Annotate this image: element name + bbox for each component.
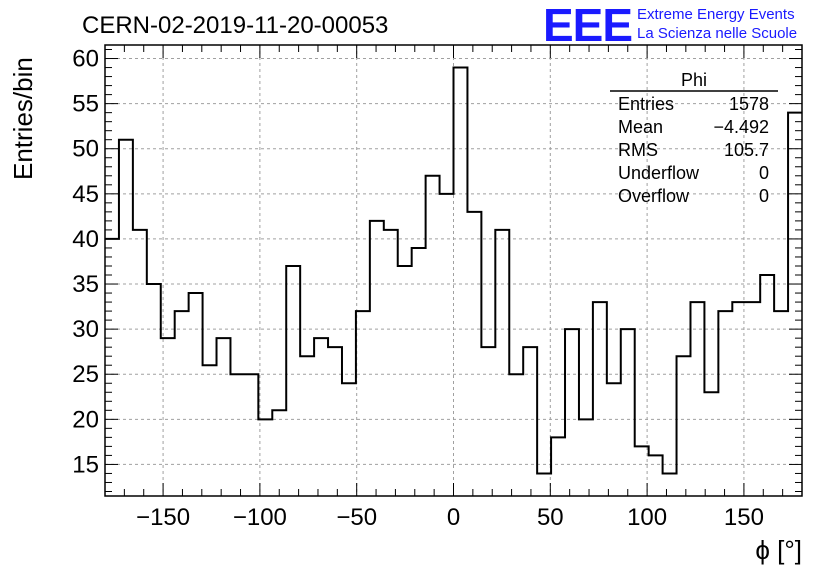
stats-row-value: 0 <box>759 163 769 183</box>
stats-row-label: Overflow <box>618 186 690 206</box>
stats-row-value: −4.492 <box>713 117 769 137</box>
stats-name: Phi <box>681 70 707 90</box>
stats-row-value: 105.7 <box>724 140 769 160</box>
x-tick-label: 100 <box>627 504 667 531</box>
stats-rows: Entries 1578 Mean −4.492 RMS 105.7 Underflow 0 O… <box>618 94 769 206</box>
stats-row-label: Mean <box>618 117 663 137</box>
y-axis-label: Entries/bin <box>8 57 38 180</box>
x-tick-label: 0 <box>447 504 460 531</box>
eee-logo: EEE Extreme Energy Events La Scienza nel… <box>543 0 833 51</box>
x-tick-label: 50 <box>537 504 564 531</box>
stats-row-label: Underflow <box>618 163 700 183</box>
x-tick-label: 150 <box>724 504 764 531</box>
stats-row-label: RMS <box>618 140 658 160</box>
eee-logo-letters: EEE <box>543 0 633 51</box>
y-tick-label: 35 <box>72 271 99 298</box>
histogram-step-line <box>105 66 802 475</box>
stats-box: Phi Entries 1578 Mean −4.492 RMS 105.7 Underfl… <box>610 70 778 206</box>
stats-row-label: Entries <box>618 94 674 114</box>
chart-title: CERN-02-2019-11-20-00053 <box>82 12 388 39</box>
x-tick-labels: −150 −100 −50 0 50 100 150 <box>136 504 764 531</box>
x-tick-label: −150 <box>136 504 190 531</box>
stats-row-value: 1578 <box>729 94 769 114</box>
eee-logo-caption: Extreme Energy Events La Scienza nelle S… <box>637 5 797 43</box>
y-tick-label: 55 <box>72 91 99 118</box>
y-tick-label: 60 <box>72 46 99 73</box>
logo-line-2: La Scienza nelle Scuole <box>637 25 798 42</box>
x-tick-label: −100 <box>233 504 287 531</box>
y-tick-label: 20 <box>72 406 99 433</box>
y-tick-labels: 15 20 25 30 35 40 45 50 55 60 <box>72 46 99 479</box>
axis-ticks <box>104 45 803 496</box>
y-tick-label: 15 <box>72 451 99 478</box>
stats-row-value: 0 <box>759 186 769 206</box>
y-tick-label: 45 <box>72 181 99 208</box>
y-tick-label: 50 <box>72 136 99 163</box>
x-axis-label: ϕ [°] <box>755 535 802 565</box>
logo-line-1: Extreme Energy Events <box>637 6 795 23</box>
y-tick-label: 40 <box>72 226 99 253</box>
y-tick-label: 30 <box>72 316 99 343</box>
y-tick-label: 25 <box>72 361 99 388</box>
x-tick-label: −50 <box>336 504 377 531</box>
